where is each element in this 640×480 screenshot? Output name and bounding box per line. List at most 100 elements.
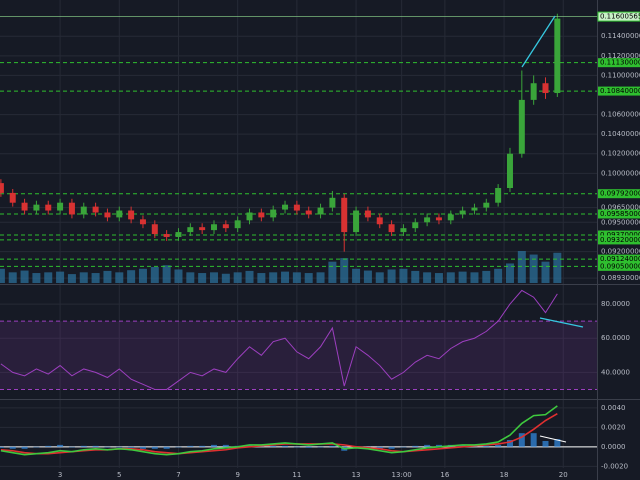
band-fill: [0, 321, 597, 390]
volume-bar: [233, 272, 242, 283]
histogram-bar: [495, 444, 502, 447]
candle-body: [483, 202, 490, 208]
volume-bar: [541, 261, 550, 283]
x-tick-label: 11: [292, 471, 301, 479]
candle-body: [210, 224, 217, 231]
y-tick-label: 0.09500000: [601, 218, 640, 226]
candle-body: [506, 153, 513, 189]
volume-bar: [186, 272, 195, 283]
volume-bar: [44, 272, 53, 283]
level-label: 0.09585000: [600, 210, 640, 218]
level-label-box: [598, 209, 640, 219]
y-tick-label: 0.09650000: [601, 204, 640, 212]
histogram-bar: [305, 446, 312, 448]
volume-bar: [292, 272, 301, 283]
y-tick-label: 60.0000: [601, 334, 630, 342]
volume-bar: [399, 268, 408, 283]
histogram-bar: [270, 445, 277, 447]
volume-bar: [494, 268, 503, 283]
histogram-bar: [57, 444, 64, 447]
level-label: 0.09370000: [600, 231, 640, 239]
y-tick-label: -0.0020: [601, 462, 628, 470]
candle-body: [258, 212, 265, 218]
volume-bar: [316, 272, 325, 283]
histogram-bar: [459, 444, 466, 447]
candle-body: [530, 83, 537, 100]
candle-body: [116, 210, 123, 218]
volume-bar: [162, 265, 171, 283]
x-tick-label: 7: [176, 471, 180, 479]
histogram-bar: [187, 445, 194, 447]
level-label-box: [598, 86, 640, 96]
volume-bar: [340, 258, 349, 283]
histogram-bar: [530, 433, 537, 447]
histogram-bar: [92, 445, 99, 447]
histogram-bar: [33, 446, 40, 448]
candle-body: [353, 210, 360, 233]
candle-body: [151, 224, 158, 235]
candle-body: [495, 188, 502, 203]
candle-body: [317, 207, 324, 215]
candle-body: [412, 222, 419, 229]
volume-bar: [257, 273, 266, 283]
candle-body: [424, 217, 431, 223]
candle-body: [447, 214, 454, 221]
candle-body: [163, 234, 170, 237]
volume-bar: [387, 269, 396, 283]
x-tick-label: 13: [352, 471, 361, 479]
volume-bar: [434, 273, 443, 283]
histogram-bar: [80, 445, 87, 447]
level-label: 0.10840000: [600, 87, 640, 95]
current-price-box: [597, 11, 640, 22]
candle-body: [293, 204, 300, 211]
volume-bar: [304, 273, 313, 283]
candle-body: [92, 206, 99, 213]
histogram-bar: [151, 446, 158, 449]
current-price-label: 0.11600565: [600, 13, 640, 21]
histogram-bar: [45, 445, 52, 447]
volume-bar: [482, 270, 491, 283]
histogram-bar: [317, 446, 324, 448]
candle-body: [270, 209, 277, 218]
volume-bar: [20, 270, 29, 283]
volume-bar: [209, 272, 218, 283]
histogram-bar: [483, 445, 490, 447]
level-label-box: [598, 230, 640, 240]
volume-bar: [281, 271, 290, 283]
candle-body: [400, 228, 407, 233]
x-tick-label: 13:00: [392, 471, 412, 479]
indicator-line: [0, 405, 558, 456]
labels-layer: 3 5 7 9 11 13 13:00 16 18 200.114000000.112000000…: [58, 11, 640, 479]
grid-layer: [0, 0, 597, 468]
histogram-bar: [435, 444, 442, 447]
candle-body: [57, 202, 64, 211]
y-tick-label: 40.0000: [601, 368, 630, 376]
candle-body: [222, 224, 229, 229]
volume-bar: [245, 270, 254, 283]
candle-body: [139, 219, 146, 225]
trend-line: [539, 317, 584, 328]
histogram-bar: [9, 446, 16, 449]
volume-bar: [198, 273, 207, 283]
candle-body: [187, 227, 194, 233]
level-label-box: [598, 58, 640, 68]
y-tick-label: 0.10000000: [601, 169, 640, 177]
marks-layer: [0, 13, 597, 456]
volume-bar: [328, 261, 337, 283]
histogram-bar: [163, 446, 170, 449]
candle-body: [33, 204, 40, 211]
histogram-bar: [376, 446, 383, 449]
y-tick-label: 0.0020: [601, 423, 626, 431]
level-label-box: [598, 261, 640, 271]
volume-bar: [553, 252, 562, 283]
candle-body: [104, 212, 111, 218]
candle-body: [21, 202, 28, 211]
y-tick-label: 0.08930000: [601, 274, 640, 282]
candle-body: [329, 197, 336, 208]
volume-bar: [423, 272, 432, 283]
x-tick-label: 3: [58, 471, 62, 479]
candle-body: [459, 210, 466, 215]
volume-bar: [221, 273, 230, 283]
candle-body: [435, 217, 442, 221]
y-tick-label: 0.10600000: [601, 111, 640, 119]
